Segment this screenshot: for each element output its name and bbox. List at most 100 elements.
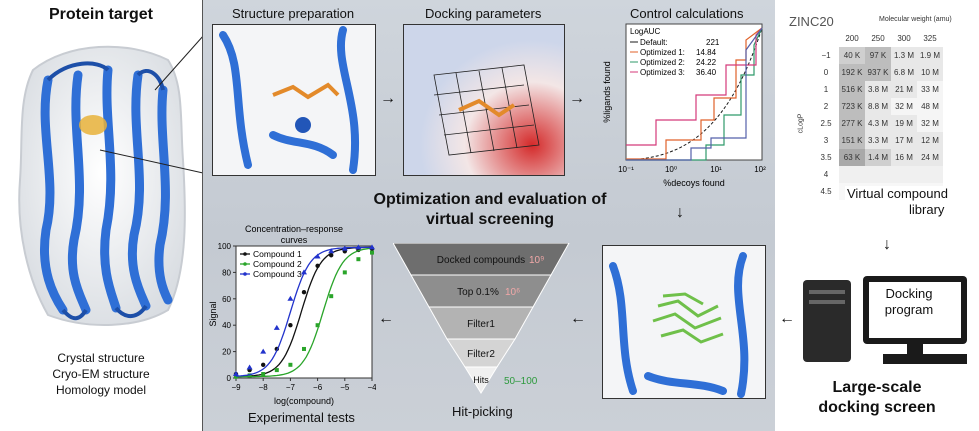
zinc-cell: 32 M — [917, 115, 943, 132]
data-point — [314, 253, 321, 259]
funnel-label: Filter1 — [467, 319, 495, 330]
zinc-row: 1 516 K 3.8 M 21 M 33 M — [813, 81, 943, 98]
logp-cell: 2 — [823, 102, 829, 111]
control-curve-optimized-3 — [626, 27, 763, 146]
docking-program-line: program — [884, 302, 934, 317]
logp-cell: 0 — [823, 68, 829, 77]
keyboard-icon — [883, 354, 967, 364]
docking-parameters-image — [403, 24, 565, 176]
zinc-cell: 723 K — [839, 98, 865, 115]
mw-col: 200 — [845, 34, 859, 43]
data-point — [261, 362, 266, 367]
library-label-line: Virtual compound — [845, 186, 950, 201]
mw-col: 250 — [871, 34, 885, 43]
control-xtick: 10² — [754, 165, 766, 174]
zinc-cell: 33 M — [917, 81, 943, 98]
docked-poses-image — [602, 245, 766, 399]
arrow-down: ↓ — [676, 204, 684, 221]
zinc-row: 3 151 K 3.3 M 17 M 12 M — [813, 132, 943, 149]
data-point — [247, 373, 252, 378]
structure-type-item: Crystal structure — [57, 351, 145, 365]
logp-cell: 4 — [823, 170, 829, 179]
data-point — [342, 270, 347, 275]
funnel-label: Hits — [473, 375, 489, 385]
legend-label: Compound 3 — [253, 269, 302, 279]
zinc-cell: 24 M — [917, 149, 943, 166]
docking-screen-line: docking screen — [818, 399, 936, 416]
zinc-cell: 48 M — [917, 98, 943, 115]
zinc-cell: 97 K — [865, 47, 891, 64]
zinc-header-row: 200 250 300 325 — [813, 30, 943, 47]
mw-col: 300 — [897, 34, 911, 43]
data-point — [356, 257, 361, 262]
zinc-cell: 40 K — [839, 47, 865, 64]
zinc-cell: 17 M — [891, 132, 917, 149]
hit-picking-funnel: Docked compounds 10⁹ Top 0.1% 10⁶ Filter… — [393, 243, 570, 394]
data-point — [370, 250, 374, 255]
chart-title-line: Concentration–response — [245, 224, 343, 234]
control-calculations-label: Control calculations — [630, 6, 744, 21]
zinc-row: 4 — [813, 166, 943, 183]
structure-type-item: Cryo-EM structure — [52, 367, 150, 381]
legend-marker — [243, 272, 247, 276]
docking-program-label: Docking program — [877, 286, 941, 318]
control-legend-value: 36.40 — [696, 68, 717, 77]
zinc-cell: 6.8 M — [891, 64, 917, 81]
large-scale-docking-title: Large-scale docking screen — [775, 378, 979, 418]
concentration-response-chart: Concentration–response curves −9 −8 −7 −6 −5 −… — [208, 224, 376, 406]
data-point — [287, 295, 294, 301]
arrow-left: ← — [779, 310, 795, 327]
y-tick-label: 20 — [222, 348, 231, 357]
y-tick-label: 80 — [222, 268, 231, 277]
data-point — [328, 248, 335, 254]
data-point — [315, 263, 320, 268]
control-legend-name: Optimized 1: — [640, 48, 685, 57]
computer-icon — [803, 276, 967, 364]
data-point — [301, 269, 307, 275]
arrow-down: ↓ — [883, 236, 891, 253]
data-point — [261, 372, 266, 377]
funnel-label: Docked compounds — [437, 255, 525, 266]
clogp-label: cLogP — [797, 113, 805, 134]
arrow-right: → — [380, 90, 396, 107]
control-legend-value: 221 — [706, 38, 720, 47]
control-xtick: 10⁻¹ — [618, 165, 634, 174]
center-title: Optimization and evaluation of virtual s… — [350, 190, 630, 230]
data-point — [233, 371, 239, 377]
docking-program-line: Docking — [885, 286, 933, 301]
zinc-cell: 19 M — [891, 115, 917, 132]
logp-cell: 4.5 — [820, 187, 832, 196]
data-point — [341, 245, 348, 251]
zinc-row: 0 192 K 937 K 6.8 M 10 M — [813, 64, 943, 81]
zinc-title: ZINC20 — [789, 14, 834, 29]
zinc-cell: 277 K — [839, 115, 865, 132]
x-tick-label: −7 — [286, 383, 296, 392]
y-tick-label: 100 — [218, 242, 232, 251]
zinc-cell: 21 M — [891, 81, 917, 98]
structure-type-list: Crystal structure Cryo-EM structure Homo… — [0, 350, 202, 398]
x-tick-label: −6 — [313, 383, 323, 392]
structure-type-item: Homology model — [55, 383, 147, 397]
data-point — [234, 374, 238, 379]
logp-cell: 3.5 — [820, 153, 832, 162]
x-tick-label: −5 — [340, 383, 350, 392]
zinc-cell: 192 K — [839, 64, 865, 81]
chart-ylabel: Signal — [208, 301, 218, 326]
zinc-row: −1 40 K 97 K 1.3 M 1.9 M — [813, 47, 943, 64]
data-point — [273, 324, 280, 330]
zinc-cell: 16 M — [891, 149, 917, 166]
control-calculations-chart: %ligands found %decoys found 10⁻¹ 10⁰ 10… — [602, 23, 766, 188]
center-title-line: Optimization and evaluation of — [373, 191, 607, 208]
arrow-left: ← — [570, 310, 586, 327]
control-xtick: 10⁰ — [665, 165, 677, 174]
funnel-label: Filter2 — [467, 349, 495, 360]
chart-title: Concentration–response curves — [245, 224, 343, 245]
chart-plot-area — [235, 245, 373, 379]
zinc-row: 3.5 63 K 1.4 M 16 M 24 M — [813, 149, 943, 166]
control-xtick: 10¹ — [710, 165, 722, 174]
control-legend-title: LogAUC — [630, 27, 660, 36]
data-point — [288, 323, 293, 328]
x-tick-label: −9 — [231, 383, 241, 392]
chart-title-line: curves — [281, 235, 308, 245]
funnel-label: Top 0.1% — [457, 287, 499, 298]
